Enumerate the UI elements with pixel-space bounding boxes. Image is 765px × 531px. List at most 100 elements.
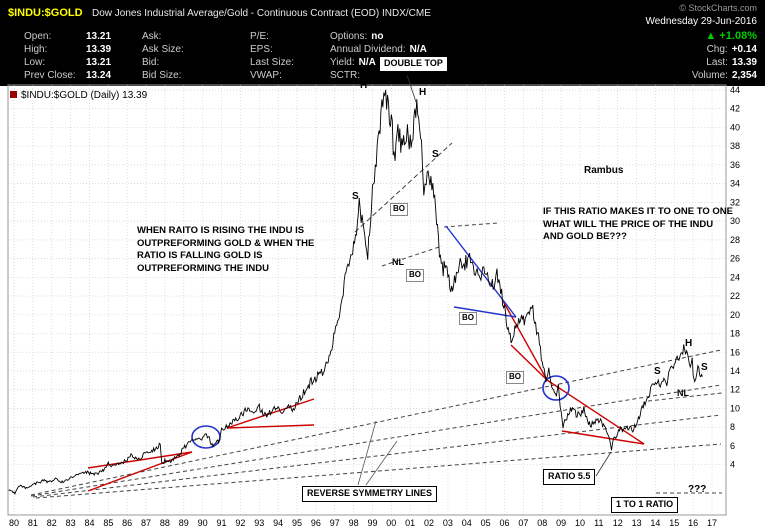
svg-text:28: 28 [730, 235, 740, 245]
svg-text:09: 09 [556, 518, 566, 528]
svg-text:12: 12 [613, 518, 623, 528]
annotation-line-red-tri3-lower [510, 344, 548, 381]
price-line [8, 89, 703, 496]
title-line: $INDU:$GOLD Dow Jones Industrial Average… [8, 3, 431, 21]
stockcharts-copyright: © StockCharts.com [679, 3, 757, 13]
annotation-line-neckline-steep [354, 142, 453, 233]
stat-label: Chg: [706, 44, 728, 55]
svg-text:99: 99 [367, 518, 377, 528]
annotation-line-neckline-dash-3 [647, 392, 723, 402]
svg-text:34: 34 [730, 179, 740, 189]
svg-text:42: 42 [730, 104, 740, 114]
annotation-line-red-tri3-upper [502, 300, 548, 381]
annotation-line-neckline-dash-2 [443, 222, 499, 228]
quote-label: High: [24, 44, 48, 55]
stat-row: Chg: +0.14 [692, 43, 757, 56]
quote-row: Yield: N/A [330, 56, 427, 69]
svg-text:40: 40 [730, 122, 740, 132]
quote-row: EPS: [250, 43, 298, 56]
quote-col-ohlc: Open: 13.21 High: 13.39 Low: 13.21 Prev Clo… [24, 30, 111, 82]
plot-frame [7, 84, 727, 516]
quote-value: 13.39 [86, 44, 112, 55]
change-percent-badge: ▲ +1.08% [692, 30, 757, 43]
stat-row: Volume: 2,354 [692, 69, 757, 82]
svg-text:07: 07 [518, 518, 528, 528]
quote-label: Prev Close: [24, 70, 76, 81]
quote-row: VWAP: [250, 69, 298, 82]
svg-text:12: 12 [730, 385, 740, 395]
quote-row: SCTR: [330, 69, 427, 82]
quote-value: no [371, 31, 384, 42]
annotation-line-reverse-symmetry-pointer-2 [365, 440, 398, 486]
svg-text:15: 15 [669, 518, 679, 528]
svg-text:17: 17 [707, 518, 717, 528]
svg-text:26: 26 [730, 254, 740, 264]
quote-row: Ask: [142, 30, 188, 43]
svg-text:85: 85 [103, 518, 113, 528]
svg-text:86: 86 [122, 518, 132, 528]
quote-label: Bid Size: [142, 70, 182, 81]
series-color-swatch [10, 91, 17, 98]
annotation-line-red-tri2-lower [226, 424, 315, 429]
svg-text:20: 20 [730, 310, 740, 320]
svg-text:94: 94 [273, 518, 283, 528]
svg-text:90: 90 [198, 518, 208, 528]
stat-value: +0.14 [731, 44, 757, 55]
svg-text:13: 13 [632, 518, 642, 528]
quote-row: Bid Size: [142, 69, 188, 82]
quote-stats: ▲ +1.08% Chg: +0.14 Last: 13.39 Volume: 2,3… [692, 30, 757, 82]
change-percent-value: +1.08% [719, 30, 757, 42]
quote-value: 13.24 [86, 70, 112, 81]
quote-row: Ask Size: [142, 43, 188, 56]
svg-text:32: 32 [730, 197, 740, 207]
annotation-line-red-downtrend-1 [546, 379, 645, 445]
quote-label: Ask: [142, 31, 162, 42]
svg-text:6: 6 [730, 441, 735, 451]
stat-row: Last: 13.39 [692, 56, 757, 69]
svg-text:03: 03 [443, 518, 453, 528]
svg-text:36: 36 [730, 160, 740, 170]
symbol-description: Dow Jones Industrial Average/Gold - Cont… [92, 8, 431, 19]
svg-text:08: 08 [537, 518, 547, 528]
grid-lines [8, 85, 726, 515]
quote-row: Open: 13.21 [24, 30, 111, 43]
quote-row: Low: 13.21 [24, 56, 111, 69]
svg-text:02: 02 [424, 518, 434, 528]
svg-text:83: 83 [66, 518, 76, 528]
quote-row: Prev Close: 13.24 [24, 69, 111, 82]
svg-text:4: 4 [730, 460, 735, 470]
svg-text:93: 93 [254, 518, 264, 528]
stat-value: 13.39 [731, 57, 757, 68]
annotation-line-blue-tri-upper [445, 225, 517, 318]
svg-text:06: 06 [500, 518, 510, 528]
annotation-line-red-downtrend-2 [561, 430, 645, 445]
quote-value: 13.21 [86, 57, 112, 68]
svg-text:89: 89 [179, 518, 189, 528]
chart-title-text: $INDU:$GOLD (Daily) 13.39 [21, 90, 148, 101]
svg-text:30: 30 [730, 216, 740, 226]
svg-text:92: 92 [235, 518, 245, 528]
svg-text:82: 82 [47, 518, 57, 528]
svg-text:84: 84 [84, 518, 94, 528]
quote-row: Bid: [142, 56, 188, 69]
quote-date: Wednesday 29-Jun-2016 [645, 16, 757, 27]
quote-label: EPS: [250, 44, 273, 55]
annotation-line-fan-1 [30, 349, 722, 496]
annotation-line-reverse-symmetry-pointer-1 [357, 420, 377, 486]
svg-text:80: 80 [9, 518, 19, 528]
x-axis-labels: 80 81 82 83 84 85 86 87 88 89 90 91 92 93 94 95 96 97 98 99… [9, 518, 717, 528]
svg-text:11: 11 [594, 518, 603, 528]
svg-text:96: 96 [311, 518, 321, 528]
annotation-line-red-tri1-lower [87, 451, 193, 492]
quote-value: N/A [409, 44, 427, 55]
quote-label: Yield: [330, 57, 355, 68]
svg-text:18: 18 [730, 329, 740, 339]
ticker-symbol: $INDU:$GOLD [8, 7, 83, 19]
quote-col-options: Options: no Annual Dividend: N/A Yield: N/A… [330, 30, 427, 82]
svg-text:14: 14 [730, 366, 740, 376]
stat-value: 2,354 [731, 70, 757, 81]
svg-text:05: 05 [481, 518, 491, 528]
svg-text:81: 81 [28, 518, 38, 528]
